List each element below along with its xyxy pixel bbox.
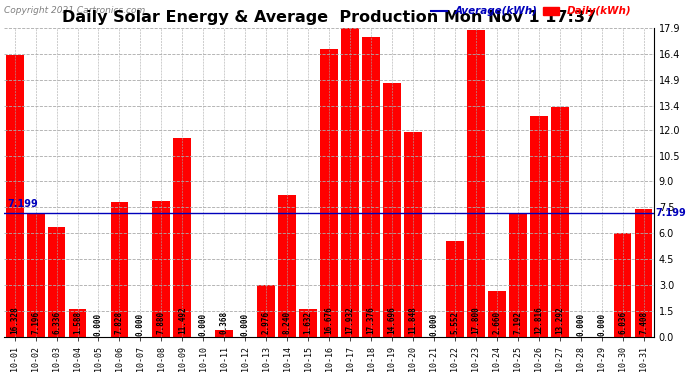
Bar <box>383 83 401 337</box>
Bar <box>635 209 653 337</box>
Text: 11.848: 11.848 <box>408 306 417 334</box>
Bar <box>48 228 66 337</box>
Text: 2.976: 2.976 <box>262 311 270 334</box>
Bar <box>257 285 275 337</box>
Text: 17.376: 17.376 <box>366 306 375 334</box>
Bar <box>215 330 233 337</box>
Text: 0.000: 0.000 <box>597 313 606 336</box>
Bar <box>110 202 128 337</box>
Bar <box>341 27 359 337</box>
Legend: Average(kWh), Daily(kWh): Average(kWh), Daily(kWh) <box>427 2 635 21</box>
Bar <box>404 132 422 337</box>
Bar <box>173 138 191 337</box>
Text: 5.552: 5.552 <box>451 311 460 334</box>
Bar <box>530 116 548 337</box>
Text: 7.408: 7.408 <box>639 311 648 334</box>
Text: 1.588: 1.588 <box>73 311 82 334</box>
Text: 6.336: 6.336 <box>52 311 61 334</box>
Bar <box>68 309 86 337</box>
Text: 12.816: 12.816 <box>534 306 543 334</box>
Text: 7.199: 7.199 <box>8 200 38 210</box>
Text: 17.800: 17.800 <box>471 306 480 334</box>
Text: 0.000: 0.000 <box>576 313 585 336</box>
Bar <box>299 309 317 337</box>
Bar <box>27 213 45 337</box>
Bar <box>6 55 23 337</box>
Bar <box>551 107 569 337</box>
Text: 2.660: 2.660 <box>492 311 502 334</box>
Text: 7.196: 7.196 <box>31 311 40 334</box>
Title: Daily Solar Energy & Average  Production Mon Nov 1 17:37: Daily Solar Energy & Average Production … <box>62 10 596 25</box>
Text: 0.000: 0.000 <box>429 313 438 336</box>
Text: 7.828: 7.828 <box>115 311 124 334</box>
Text: 11.492: 11.492 <box>178 306 187 334</box>
Bar <box>488 291 506 337</box>
Text: 14.696: 14.696 <box>388 306 397 334</box>
Bar <box>152 201 170 337</box>
Bar <box>446 241 464 337</box>
Text: 8.240: 8.240 <box>283 311 292 334</box>
Text: 0.000: 0.000 <box>241 313 250 336</box>
Text: 13.292: 13.292 <box>555 306 564 334</box>
Bar <box>320 49 338 337</box>
Text: 7.192: 7.192 <box>513 311 522 334</box>
Bar <box>509 213 526 337</box>
Bar <box>613 232 631 337</box>
Text: 16.676: 16.676 <box>324 306 333 334</box>
Bar <box>467 30 485 337</box>
Text: 0.000: 0.000 <box>94 313 103 336</box>
Text: Copyright 2021 Cartronics.com: Copyright 2021 Cartronics.com <box>4 6 146 15</box>
Text: 6.036: 6.036 <box>618 311 627 334</box>
Text: 16.328: 16.328 <box>10 306 19 334</box>
Text: 0.000: 0.000 <box>136 313 145 336</box>
Bar <box>278 195 296 337</box>
Bar <box>362 37 380 337</box>
Text: 0.368: 0.368 <box>220 311 229 334</box>
Text: 17.932: 17.932 <box>346 306 355 334</box>
Text: 7.199: 7.199 <box>656 207 686 218</box>
Text: 7.880: 7.880 <box>157 311 166 334</box>
Text: 1.632: 1.632 <box>304 311 313 334</box>
Text: 0.000: 0.000 <box>199 313 208 336</box>
